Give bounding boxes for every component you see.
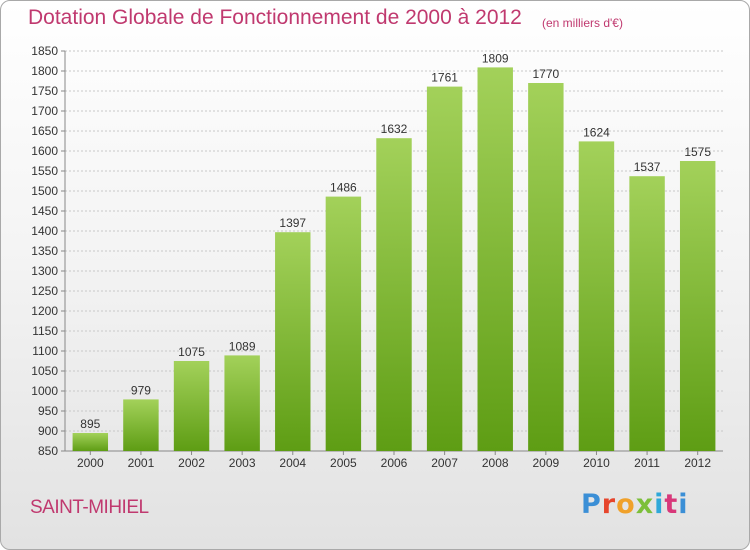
- y-tick-label: 1150: [32, 324, 58, 338]
- logo-letter: i: [654, 489, 665, 520]
- proxiti-logo: Proxiti: [581, 489, 689, 520]
- y-tick-label: 1500: [31, 184, 58, 198]
- logo-letter: t: [664, 489, 679, 520]
- y-tick-label: 1450: [31, 204, 58, 218]
- data-label: 1486: [330, 181, 357, 195]
- bar: [224, 355, 260, 451]
- data-label: 1632: [381, 122, 408, 136]
- y-tick-label: 1600: [31, 144, 58, 158]
- x-tick-label: 2006: [381, 456, 408, 470]
- bars: [72, 67, 716, 452]
- x-tick-label: 2010: [583, 456, 610, 470]
- y-tick-label: 900: [38, 424, 58, 438]
- data-label: 1761: [431, 71, 458, 85]
- y-tick-label: 1100: [32, 344, 58, 358]
- data-label: 1624: [583, 125, 610, 139]
- data-label: 895: [80, 417, 100, 431]
- y-tick-label: 1350: [31, 244, 58, 258]
- y-tick-label: 1800: [31, 64, 58, 78]
- bar: [578, 141, 615, 451]
- bar: [477, 67, 513, 452]
- data-label: 1397: [279, 216, 306, 230]
- x-tick-label: 2001: [128, 456, 155, 470]
- bar: [528, 83, 564, 451]
- bar: [123, 399, 159, 451]
- y-tick-label: 1700: [31, 104, 58, 118]
- chart-unit: (en milliers d'€): [542, 16, 623, 30]
- bar: [72, 433, 109, 451]
- bar: [426, 86, 463, 451]
- x-tick-label: 2007: [431, 456, 458, 470]
- logo-letter: i: [678, 489, 689, 520]
- data-label: 1770: [532, 67, 559, 81]
- x-tick-label: 2008: [482, 456, 509, 470]
- y-tick-label: 1300: [31, 264, 58, 278]
- y-tick-label: 1200: [31, 304, 58, 318]
- x-tick-label: 2005: [330, 456, 357, 470]
- y-tick-label: 1000: [31, 384, 58, 398]
- x-tick-label: 2011: [634, 456, 660, 470]
- x-tick-label: 2009: [532, 456, 559, 470]
- y-tick-label: 950: [38, 404, 58, 418]
- logo-letter: P: [581, 489, 602, 520]
- logo-letter: r: [601, 489, 617, 520]
- x-tick-label: 2003: [229, 456, 256, 470]
- y-tick-label: 1650: [31, 124, 58, 138]
- logo-letter: x: [635, 489, 655, 520]
- data-label: 979: [131, 383, 151, 397]
- y-tick-label: 1400: [31, 224, 58, 238]
- bar: [325, 196, 362, 451]
- x-tick-labels: 2000 2001 2002 2003 2004 2005 2006 2007 2008 2009…: [77, 456, 711, 470]
- y-tick-label: 850: [38, 444, 58, 458]
- y-tick-label: 1850: [31, 44, 58, 58]
- data-labels: 895 979 1075 1089 1397 1486 1632 1761 1809 1770 16…: [80, 51, 711, 431]
- chart-title: Dotation Globale de Fonctionnement de 20…: [28, 6, 522, 29]
- y-tick-label: 1050: [31, 364, 58, 378]
- y-tick-label: 1750: [31, 84, 58, 98]
- x-tick-label: 2012: [684, 456, 711, 470]
- logo-letter: o: [616, 489, 636, 520]
- bar: [275, 232, 311, 451]
- x-tick-label: 2002: [178, 456, 205, 470]
- x-tick-label: 2004: [279, 456, 306, 470]
- y-tick-label: 1250: [31, 284, 58, 298]
- data-label: 1089: [229, 339, 256, 353]
- data-label: 1537: [634, 160, 661, 174]
- bar: [173, 361, 210, 451]
- data-label: 1809: [482, 51, 509, 65]
- bar: [629, 176, 665, 451]
- bar: [679, 161, 716, 451]
- x-tick-label: 2000: [77, 456, 104, 470]
- y-tick-label: 1550: [31, 164, 58, 178]
- y-tick-labels: 850 900 950 1000 1050 1100 1150 1200 1250 1300 135…: [31, 44, 58, 458]
- commune-name: SAINT-MIHIEL: [30, 497, 149, 518]
- bar: [376, 138, 412, 451]
- data-label: 1575: [684, 145, 711, 159]
- data-label: 1075: [178, 345, 205, 359]
